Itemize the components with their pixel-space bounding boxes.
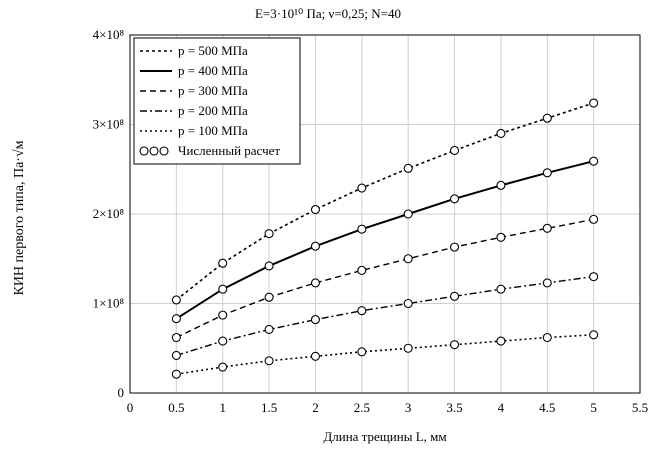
x-tick-label: 1 xyxy=(219,400,226,415)
data-point-marker xyxy=(589,156,599,166)
data-point-marker xyxy=(403,209,413,219)
x-tick-label: 0.5 xyxy=(168,400,184,415)
data-point-marker xyxy=(218,310,228,320)
data-point-marker xyxy=(589,214,599,224)
y-tick-label: 1×10⁸ xyxy=(93,296,125,311)
legend-label: p = 500 МПа xyxy=(178,43,248,58)
data-point-marker xyxy=(264,261,274,271)
legend-label: p = 100 МПа xyxy=(178,123,248,138)
data-point-marker xyxy=(589,98,599,108)
data-point-marker xyxy=(542,113,552,123)
data-point-marker xyxy=(264,356,274,366)
data-point-marker xyxy=(542,168,552,178)
legend-marker-sample xyxy=(159,146,169,156)
data-point-marker xyxy=(496,232,506,242)
data-point-marker xyxy=(403,163,413,173)
y-tick-label: 0 xyxy=(118,385,125,400)
data-point-marker xyxy=(264,229,274,239)
data-point-marker xyxy=(310,278,321,288)
legend-marker-sample xyxy=(149,146,159,156)
data-point-marker xyxy=(403,254,413,264)
data-point-marker xyxy=(264,292,274,302)
x-axis-label: Длина трещины L, мм xyxy=(323,429,447,444)
data-point-marker xyxy=(310,204,321,215)
data-point-marker xyxy=(542,223,552,233)
y-tick-label: 2×10⁸ xyxy=(93,206,125,221)
series-line-4 xyxy=(176,275,594,357)
data-point-marker xyxy=(449,340,460,350)
data-point-marker xyxy=(449,145,460,156)
data-point-marker xyxy=(403,298,413,309)
y-tick-label: 3×10⁸ xyxy=(93,117,125,132)
data-point-marker xyxy=(310,351,321,361)
series-line-2 xyxy=(175,160,594,320)
data-point-marker xyxy=(589,330,599,340)
legend-marker-sample xyxy=(139,146,149,156)
y-tick-label: 4×10⁸ xyxy=(93,27,125,42)
data-point-marker xyxy=(357,347,367,357)
legend-box xyxy=(133,37,301,165)
series-line-5 xyxy=(176,334,594,375)
data-point-marker xyxy=(589,272,599,282)
data-point-marker xyxy=(171,314,181,324)
x-tick-label: 3.5 xyxy=(446,400,462,415)
x-tick-label: 1.5 xyxy=(261,400,277,415)
x-tick-label: 3 xyxy=(405,400,412,415)
data-point-marker xyxy=(310,315,321,325)
plot-frame xyxy=(129,34,641,394)
series-line-3 xyxy=(176,218,594,339)
data-point-marker xyxy=(449,242,460,252)
data-point-marker xyxy=(449,194,460,204)
data-point-marker xyxy=(496,284,506,294)
x-tick-label: 4 xyxy=(498,400,505,415)
data-point-marker xyxy=(171,350,181,360)
data-point-marker xyxy=(357,306,367,316)
x-tick-label: 2 xyxy=(312,400,319,415)
data-point-marker xyxy=(449,291,460,301)
legend-label: p = 200 МПа xyxy=(178,103,248,118)
x-tick-label: 5.5 xyxy=(632,400,648,415)
data-point-marker xyxy=(542,278,552,288)
data-point-marker xyxy=(218,336,228,346)
data-point-marker xyxy=(357,224,367,234)
x-tick-label: 4.5 xyxy=(539,400,555,415)
data-point-marker xyxy=(218,284,228,294)
data-point-marker xyxy=(357,265,367,275)
data-point-marker xyxy=(403,343,413,353)
data-point-marker xyxy=(357,183,367,193)
data-point-marker xyxy=(542,332,552,343)
x-tick-label: 2.5 xyxy=(354,400,370,415)
x-tick-label: 0 xyxy=(127,400,134,415)
data-point-marker xyxy=(264,324,274,335)
data-point-marker xyxy=(496,180,506,190)
legend-label: p = 400 МПа xyxy=(178,63,248,78)
chart-title: E=3·10¹⁰ Па; ν=0,25; N=40 xyxy=(254,6,402,21)
series-line-1 xyxy=(175,102,594,301)
data-point-marker xyxy=(218,258,228,268)
legend-label: Численный расчет xyxy=(178,143,280,158)
data-point-marker xyxy=(310,241,321,251)
data-point-marker xyxy=(218,362,228,372)
data-point-marker xyxy=(171,332,181,343)
data-point-marker xyxy=(171,369,181,379)
data-point-marker xyxy=(496,336,506,346)
data-point-marker xyxy=(171,295,181,305)
legend-label: p = 300 МПа xyxy=(178,83,248,98)
data-point-marker xyxy=(496,128,506,138)
x-tick-label: 5 xyxy=(590,400,597,415)
